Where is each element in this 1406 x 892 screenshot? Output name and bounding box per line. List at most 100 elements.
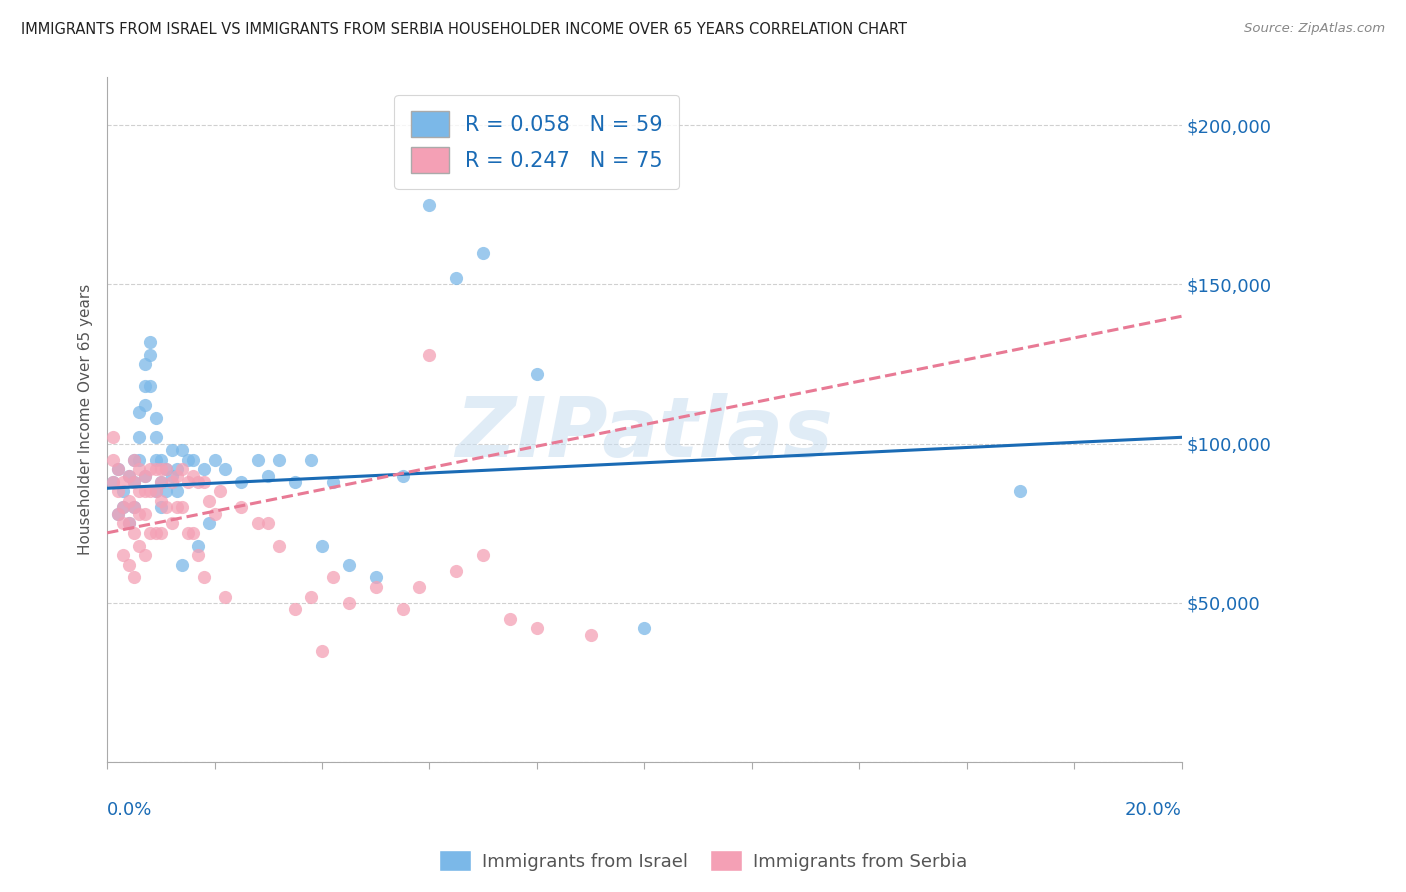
Point bbox=[122, 475, 145, 489]
Point bbox=[526, 367, 548, 381]
Point bbox=[177, 475, 200, 489]
Point bbox=[193, 462, 215, 476]
Point bbox=[145, 452, 167, 467]
Point bbox=[122, 500, 145, 515]
Point bbox=[208, 484, 231, 499]
Point bbox=[214, 590, 236, 604]
Point bbox=[101, 475, 124, 489]
Point bbox=[299, 590, 322, 604]
Point bbox=[579, 628, 602, 642]
Point bbox=[204, 507, 226, 521]
Point bbox=[187, 475, 209, 489]
Text: ZIPatlas: ZIPatlas bbox=[456, 393, 834, 474]
Point bbox=[181, 468, 204, 483]
Point bbox=[149, 452, 172, 467]
Point bbox=[246, 452, 269, 467]
Point bbox=[128, 484, 150, 499]
Point bbox=[198, 516, 221, 531]
Point bbox=[214, 462, 236, 476]
Point bbox=[299, 452, 322, 467]
Point bbox=[101, 452, 124, 467]
Point bbox=[139, 334, 162, 349]
Point bbox=[134, 468, 156, 483]
Point bbox=[117, 468, 139, 483]
Point bbox=[160, 443, 183, 458]
Point bbox=[267, 539, 290, 553]
Point bbox=[499, 612, 522, 626]
Point bbox=[337, 596, 360, 610]
Point bbox=[107, 462, 129, 476]
Point bbox=[257, 516, 280, 531]
Point bbox=[101, 475, 124, 489]
Point bbox=[446, 271, 468, 285]
Point bbox=[181, 525, 204, 540]
Point bbox=[187, 539, 209, 553]
Point bbox=[391, 468, 413, 483]
Point bbox=[166, 500, 188, 515]
Point bbox=[446, 564, 468, 578]
Point bbox=[117, 516, 139, 531]
Point bbox=[134, 357, 156, 371]
Point bbox=[364, 580, 387, 594]
Point bbox=[633, 621, 655, 635]
Point bbox=[145, 430, 167, 444]
Point bbox=[284, 602, 307, 616]
Point bbox=[1010, 484, 1032, 499]
Point bbox=[134, 507, 156, 521]
Point bbox=[122, 475, 145, 489]
Point bbox=[134, 484, 156, 499]
Point bbox=[198, 494, 221, 508]
Point bbox=[526, 621, 548, 635]
Point bbox=[149, 494, 172, 508]
Point bbox=[117, 468, 139, 483]
Text: 20.0%: 20.0% bbox=[1125, 801, 1181, 819]
Point bbox=[128, 507, 150, 521]
Point bbox=[112, 500, 135, 515]
Point bbox=[145, 411, 167, 425]
Point bbox=[408, 580, 430, 594]
Point bbox=[160, 475, 183, 489]
Point bbox=[149, 525, 172, 540]
Point bbox=[107, 507, 129, 521]
Point bbox=[155, 462, 177, 476]
Point bbox=[172, 500, 194, 515]
Point bbox=[364, 570, 387, 584]
Legend: R = 0.058   N = 59, R = 0.247   N = 75: R = 0.058 N = 59, R = 0.247 N = 75 bbox=[394, 95, 679, 189]
Text: 0.0%: 0.0% bbox=[107, 801, 152, 819]
Point bbox=[112, 548, 135, 562]
Point bbox=[128, 452, 150, 467]
Point bbox=[128, 430, 150, 444]
Point bbox=[284, 475, 307, 489]
Text: IMMIGRANTS FROM ISRAEL VS IMMIGRANTS FROM SERBIA HOUSEHOLDER INCOME OVER 65 YEAR: IMMIGRANTS FROM ISRAEL VS IMMIGRANTS FRO… bbox=[21, 22, 907, 37]
Point bbox=[418, 198, 440, 212]
Point bbox=[231, 475, 253, 489]
Point bbox=[122, 525, 145, 540]
Point bbox=[172, 558, 194, 572]
Point bbox=[177, 452, 200, 467]
Point bbox=[145, 462, 167, 476]
Point bbox=[117, 516, 139, 531]
Point bbox=[122, 570, 145, 584]
Point bbox=[472, 245, 495, 260]
Point bbox=[160, 516, 183, 531]
Point bbox=[204, 452, 226, 467]
Y-axis label: Householder Income Over 65 years: Householder Income Over 65 years bbox=[79, 285, 93, 556]
Point bbox=[311, 643, 333, 657]
Point bbox=[134, 548, 156, 562]
Point bbox=[112, 516, 135, 531]
Point bbox=[128, 405, 150, 419]
Point bbox=[145, 525, 167, 540]
Point bbox=[193, 475, 215, 489]
Point bbox=[134, 379, 156, 393]
Point bbox=[145, 484, 167, 499]
Point bbox=[107, 462, 129, 476]
Point bbox=[139, 379, 162, 393]
Point bbox=[134, 399, 156, 413]
Point bbox=[139, 347, 162, 361]
Point bbox=[145, 484, 167, 499]
Point bbox=[177, 525, 200, 540]
Point bbox=[122, 452, 145, 467]
Point bbox=[134, 468, 156, 483]
Point bbox=[128, 462, 150, 476]
Point bbox=[149, 475, 172, 489]
